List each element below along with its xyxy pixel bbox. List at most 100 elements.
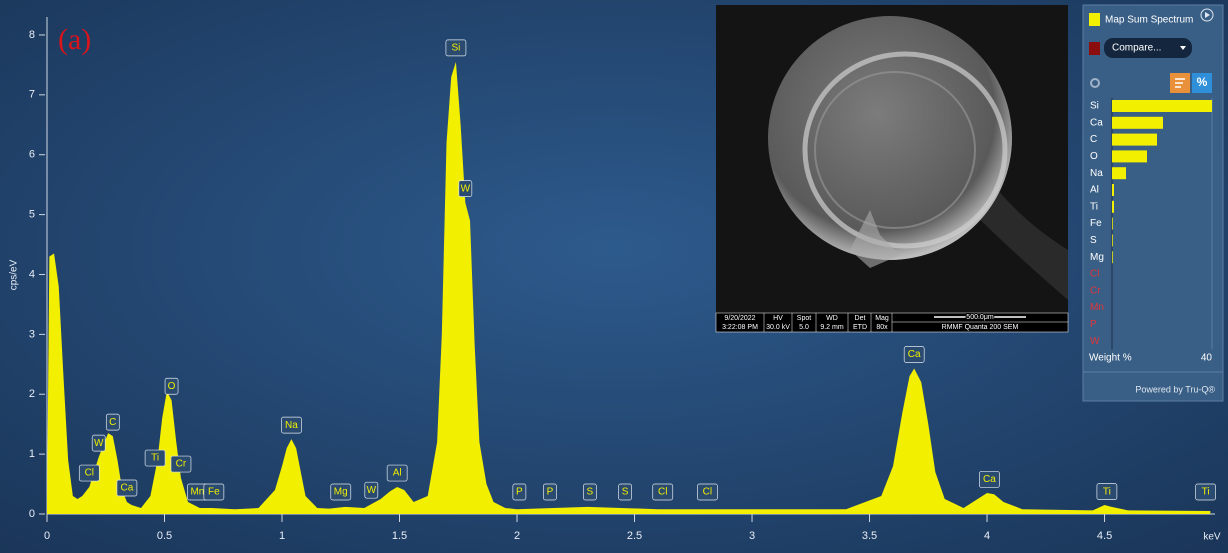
peak-label-box xyxy=(364,481,379,499)
panel-footer: Powered by Tru-Q® xyxy=(1135,384,1215,394)
play-button[interactable] xyxy=(1200,8,1214,22)
caption-det-label: Det xyxy=(855,315,866,322)
percent-text: % xyxy=(1197,75,1208,89)
peak-label: Mn xyxy=(190,487,204,498)
spectrum-area xyxy=(47,61,1211,514)
settings-icon[interactable] xyxy=(1090,78,1100,88)
x-tick-label: 2 xyxy=(514,530,520,542)
peak-label: W xyxy=(367,485,377,496)
sem-ring xyxy=(802,51,1008,249)
category-label: Mn xyxy=(1090,302,1104,313)
peak-label-box xyxy=(170,455,192,473)
x-tick-label: 3 xyxy=(749,530,755,542)
peak-label: Cl xyxy=(703,487,712,498)
caption-hv-label: HV xyxy=(773,315,783,322)
peak-label-box xyxy=(330,483,352,501)
peak-label: O xyxy=(168,381,176,392)
bar xyxy=(1112,167,1126,180)
peak-label: Cr xyxy=(176,459,187,470)
category-label: Ca xyxy=(1090,117,1103,128)
peak-label: Ti xyxy=(151,453,159,464)
caption-wd: 9.2 mm xyxy=(820,324,844,331)
spectrum-name: Map Sum Spectrum xyxy=(1105,15,1193,26)
compare-dropdown[interactable] xyxy=(1104,38,1192,58)
caption-mag: 80x xyxy=(876,324,888,331)
y-tick-label: 4 xyxy=(29,268,35,280)
peak-label-box xyxy=(164,377,179,395)
bar xyxy=(1112,150,1147,163)
peak-label-box xyxy=(144,449,166,467)
peak-label: P xyxy=(516,487,523,498)
peak-label: Na xyxy=(285,420,298,431)
panel-label: (a) xyxy=(58,23,91,56)
y-tick-label: 6 xyxy=(29,149,35,161)
percent-button[interactable] xyxy=(1192,73,1212,93)
category-label: Al xyxy=(1090,185,1099,196)
x-tick-label: 0 xyxy=(44,530,50,542)
caption-date: 9/20/2022 xyxy=(724,315,755,322)
sem-sphere xyxy=(768,16,1012,260)
peak-label-box xyxy=(91,434,106,452)
category-label: O xyxy=(1090,151,1098,162)
bar xyxy=(1112,133,1157,146)
peak-label: Al xyxy=(393,468,402,479)
weight-axis-label: Weight % xyxy=(1089,353,1132,364)
peak-label-box xyxy=(116,479,138,497)
caption-instrument: RMMF Quanta 200 SEM xyxy=(942,324,1019,331)
y-tick-label: 2 xyxy=(29,388,35,400)
bar xyxy=(1112,200,1114,213)
peak-label-box xyxy=(618,483,632,501)
peak-label: S xyxy=(622,487,629,498)
sem-ring xyxy=(814,71,976,229)
caption-spot-label: Spot xyxy=(797,315,811,322)
category-label: S xyxy=(1090,235,1097,246)
caption-mag-label: Mag xyxy=(875,315,889,322)
sem-debris xyxy=(850,210,900,268)
x-tick-label: 4.5 xyxy=(1097,530,1112,542)
peak-label-box xyxy=(903,346,925,363)
x-tick-label: 1.5 xyxy=(392,530,407,542)
peak-label: Cl xyxy=(658,487,667,498)
bar xyxy=(1112,234,1113,247)
sem-inset: 9/20/2022 3:22:08 PM HV 30.0 kV Spot 5.0… xyxy=(715,5,1069,333)
peak-label-box xyxy=(697,483,718,501)
category-label: W xyxy=(1090,336,1100,347)
peak-label: Ca xyxy=(121,483,134,494)
peak-label-box xyxy=(281,416,302,434)
y-tick-label: 0 xyxy=(29,508,35,520)
category-label: C xyxy=(1090,134,1097,145)
bar xyxy=(1112,100,1212,112)
caption-scale: 500.0μm xyxy=(966,314,994,321)
peak-label-box xyxy=(1096,483,1118,500)
x-tick-label: 1 xyxy=(279,530,285,542)
peak-label: S xyxy=(587,487,594,498)
x-tick-label: 2.5 xyxy=(627,530,642,542)
peak-label: Ca xyxy=(908,349,921,360)
y-tick-label: 7 xyxy=(29,89,35,101)
peak-label: C xyxy=(109,417,116,428)
category-label: Cl xyxy=(1090,269,1099,280)
y-tick-label: 5 xyxy=(29,209,35,221)
peak-label: Ti xyxy=(1202,487,1210,498)
y-tick-label: 8 xyxy=(29,29,35,41)
x-axis-label: keV xyxy=(1203,532,1221,543)
peak-label-box xyxy=(203,483,225,501)
peak-label-box xyxy=(543,483,557,501)
category-label: Ti xyxy=(1090,201,1098,212)
peak-label-box xyxy=(512,483,527,501)
caption-det: ETD xyxy=(853,324,867,331)
y-tick-label: 1 xyxy=(29,448,35,460)
category-label: Si xyxy=(1090,101,1099,112)
bar xyxy=(1112,251,1113,264)
peak-label-box xyxy=(1195,483,1216,501)
panel-bg xyxy=(1082,4,1224,402)
caption-time: 3:22:08 PM xyxy=(722,324,758,331)
bar xyxy=(1112,184,1114,196)
caption-spot: 5.0 xyxy=(799,324,809,331)
compare-swatch xyxy=(1089,42,1100,55)
peak-label: Fe xyxy=(208,487,220,498)
peak-label: W xyxy=(461,183,471,194)
